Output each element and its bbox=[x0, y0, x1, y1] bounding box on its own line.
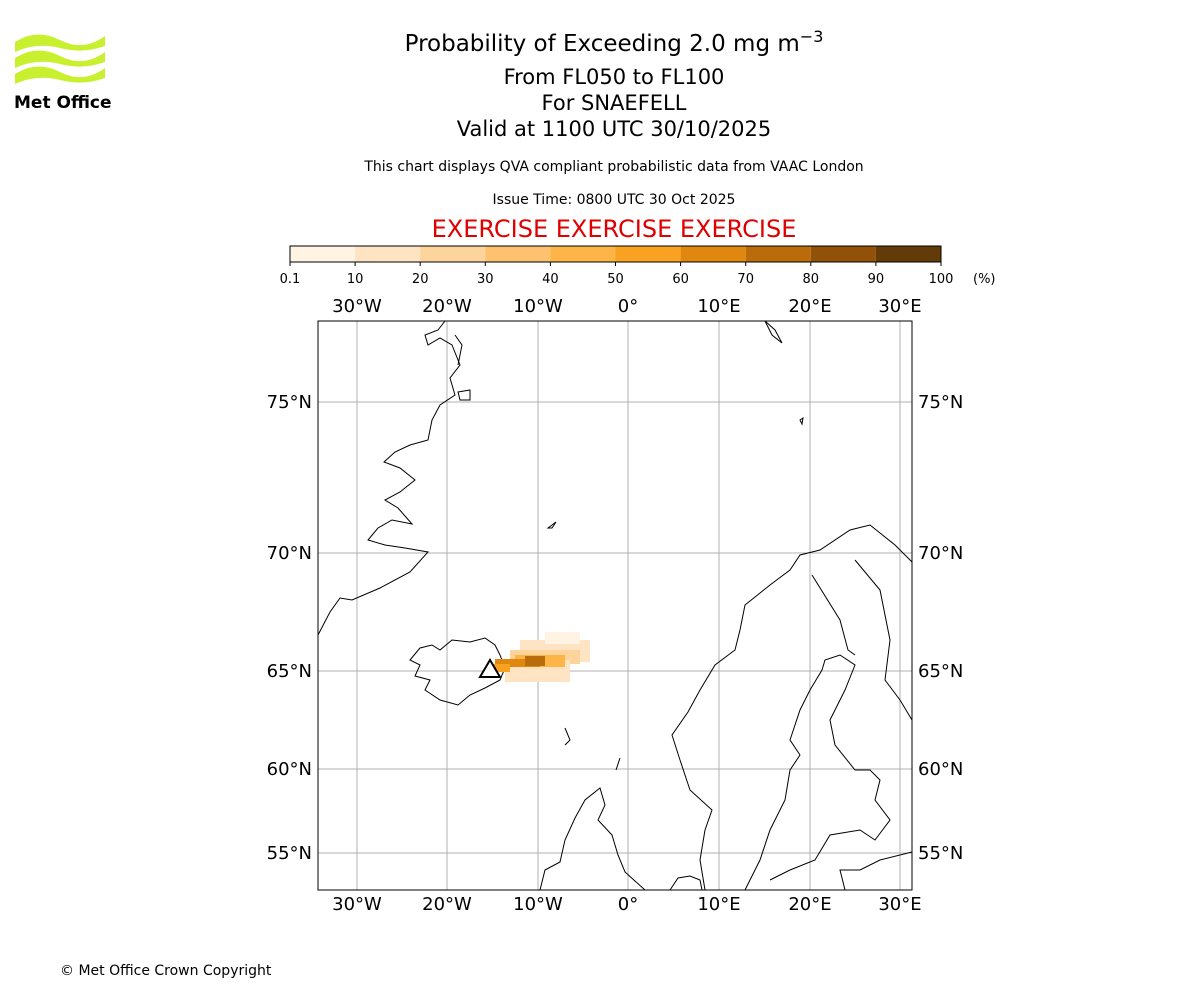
ash-plume bbox=[478, 632, 590, 682]
map-background bbox=[318, 321, 912, 890]
colorbar-unit: (%) bbox=[973, 272, 996, 287]
colorbar-tick-label: 10 bbox=[347, 272, 364, 287]
lat-label-left: 75°N bbox=[267, 392, 312, 413]
lat-label-right: 75°N bbox=[918, 392, 963, 413]
colorbar-tick-label: 40 bbox=[542, 272, 559, 287]
map-frame bbox=[317, 320, 913, 891]
title-line: From FL050 to FL100 bbox=[504, 65, 725, 89]
logo: Met Office bbox=[14, 34, 112, 113]
logo-text: Met Office bbox=[14, 93, 112, 113]
lon-label-bottom: 20°E bbox=[788, 894, 831, 915]
colorbar-bin bbox=[355, 246, 421, 262]
lon-label-top: 10°W bbox=[513, 296, 563, 317]
lon-label-bottom: 30°E bbox=[878, 894, 921, 915]
exercise-banner: EXERCISE EXERCISE EXERCISE bbox=[432, 215, 797, 243]
lon-label-bottom: 30°W bbox=[332, 894, 382, 915]
lon-label-bottom: 10°W bbox=[513, 894, 563, 915]
description: This chart displays QVA compliant probab… bbox=[363, 159, 863, 175]
colorbar-tick-label: 70 bbox=[737, 272, 754, 287]
lat-label-right: 55°N bbox=[918, 843, 963, 864]
colorbar-tick-label: 80 bbox=[803, 272, 820, 287]
lat-label-left: 60°N bbox=[267, 759, 312, 780]
lon-label-top: 0° bbox=[618, 296, 638, 317]
volcano-marker bbox=[478, 658, 502, 678]
lat-label-left: 70°N bbox=[267, 543, 312, 564]
colorbar-bin bbox=[485, 246, 551, 262]
title-line: Valid at 1100 UTC 30/10/2025 bbox=[457, 117, 772, 141]
lat-label-right: 65°N bbox=[918, 661, 963, 682]
colorbar-bin bbox=[550, 246, 616, 262]
colorbar-bin bbox=[615, 246, 681, 262]
title: Probability of Exceeding 2.0 mg m−3 bbox=[405, 27, 824, 57]
lon-label-top: 10°E bbox=[697, 296, 740, 317]
title-line: For SNAEFELL bbox=[542, 91, 687, 115]
colorbar-tick-label: 0.1 bbox=[280, 272, 301, 287]
lat-label-right: 60°N bbox=[918, 759, 963, 780]
title-main: Probability of Exceeding 2.0 mg m bbox=[405, 31, 800, 57]
lon-label-top: 20°W bbox=[422, 296, 472, 317]
lon-label-bottom: 10°E bbox=[697, 894, 740, 915]
colorbar: 0.1 10 20 30 40 50 60 70 80 90 100 (%) bbox=[280, 245, 996, 287]
lon-label-top: 30°E bbox=[878, 296, 921, 317]
lat-label-right: 70°N bbox=[918, 543, 963, 564]
copyright: © Met Office Crown Copyright bbox=[60, 963, 272, 979]
coastlines bbox=[317, 320, 913, 891]
colorbar-bin bbox=[420, 246, 486, 262]
issue-time: Issue Time: 0800 UTC 30 Oct 2025 bbox=[493, 192, 736, 208]
lat-label-left: 55°N bbox=[267, 843, 312, 864]
colorbar-tick-label: 20 bbox=[412, 272, 429, 287]
colorbar-bin bbox=[290, 246, 356, 262]
lon-label-top: 20°E bbox=[788, 296, 831, 317]
colorbar-tick-label: 90 bbox=[868, 272, 885, 287]
colorbar-tick-label: 50 bbox=[607, 272, 624, 287]
colorbar-bin bbox=[810, 246, 876, 262]
colorbar-tick-label: 30 bbox=[477, 272, 494, 287]
lon-label-bottom: 20°W bbox=[422, 894, 472, 915]
lat-label-left: 65°N bbox=[267, 661, 312, 682]
colorbar-tick-label: 100 bbox=[929, 272, 954, 287]
map: 30°W 30°W 20°W 20°W 10°W 10°W 0° 0° 10°E 10°E 20°E… bbox=[267, 296, 964, 915]
colorbar-bin bbox=[875, 246, 941, 262]
colorbar-tick-label: 60 bbox=[672, 272, 689, 287]
colorbar-bin bbox=[745, 246, 811, 262]
lon-label-top: 30°W bbox=[332, 296, 382, 317]
colorbar-bin bbox=[680, 246, 746, 262]
lon-label-bottom: 0° bbox=[618, 894, 638, 915]
title-superscript: −3 bbox=[800, 27, 824, 46]
